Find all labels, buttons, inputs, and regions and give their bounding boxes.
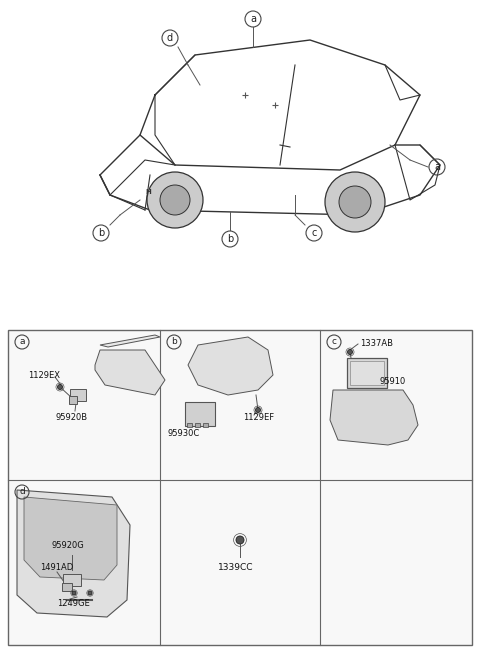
Bar xyxy=(70,389,86,401)
Bar xyxy=(8,330,472,645)
Circle shape xyxy=(255,407,261,413)
Bar xyxy=(69,396,77,404)
Text: c: c xyxy=(312,228,317,238)
Text: a: a xyxy=(434,162,440,172)
Bar xyxy=(187,423,192,427)
Polygon shape xyxy=(188,337,273,395)
Text: 95920B: 95920B xyxy=(55,413,87,422)
Text: 95910: 95910 xyxy=(380,377,406,386)
Text: b: b xyxy=(98,228,104,238)
FancyBboxPatch shape xyxy=(347,358,387,388)
Bar xyxy=(350,361,384,385)
Circle shape xyxy=(348,350,352,354)
Text: 1339CC: 1339CC xyxy=(218,563,253,572)
Bar xyxy=(62,583,72,591)
Text: 1129EX: 1129EX xyxy=(28,371,60,379)
Text: 1491AD: 1491AD xyxy=(40,563,73,572)
Bar xyxy=(203,423,208,427)
Circle shape xyxy=(236,536,244,544)
Polygon shape xyxy=(24,497,117,580)
Circle shape xyxy=(147,172,203,228)
Bar xyxy=(195,423,200,427)
Circle shape xyxy=(72,591,76,595)
Text: d: d xyxy=(19,487,25,496)
FancyBboxPatch shape xyxy=(185,402,215,426)
Text: a: a xyxy=(19,337,25,346)
Circle shape xyxy=(339,186,371,218)
Circle shape xyxy=(58,384,62,390)
Text: c: c xyxy=(332,337,336,346)
Circle shape xyxy=(325,172,385,232)
Polygon shape xyxy=(330,390,418,445)
Polygon shape xyxy=(17,490,130,617)
Text: 1249GE: 1249GE xyxy=(57,599,90,607)
Text: 95930C: 95930C xyxy=(168,428,200,438)
Circle shape xyxy=(160,185,190,215)
Text: b: b xyxy=(227,234,233,244)
Text: 1129EF: 1129EF xyxy=(243,413,274,422)
Text: 1337AB: 1337AB xyxy=(360,339,393,348)
Text: b: b xyxy=(171,337,177,346)
Text: d: d xyxy=(167,33,173,43)
Text: a: a xyxy=(250,14,256,24)
Bar xyxy=(63,574,81,586)
Text: 95920G: 95920G xyxy=(52,540,85,550)
Polygon shape xyxy=(100,335,160,347)
Polygon shape xyxy=(95,350,165,395)
Text: H: H xyxy=(145,189,151,195)
Circle shape xyxy=(88,591,92,595)
